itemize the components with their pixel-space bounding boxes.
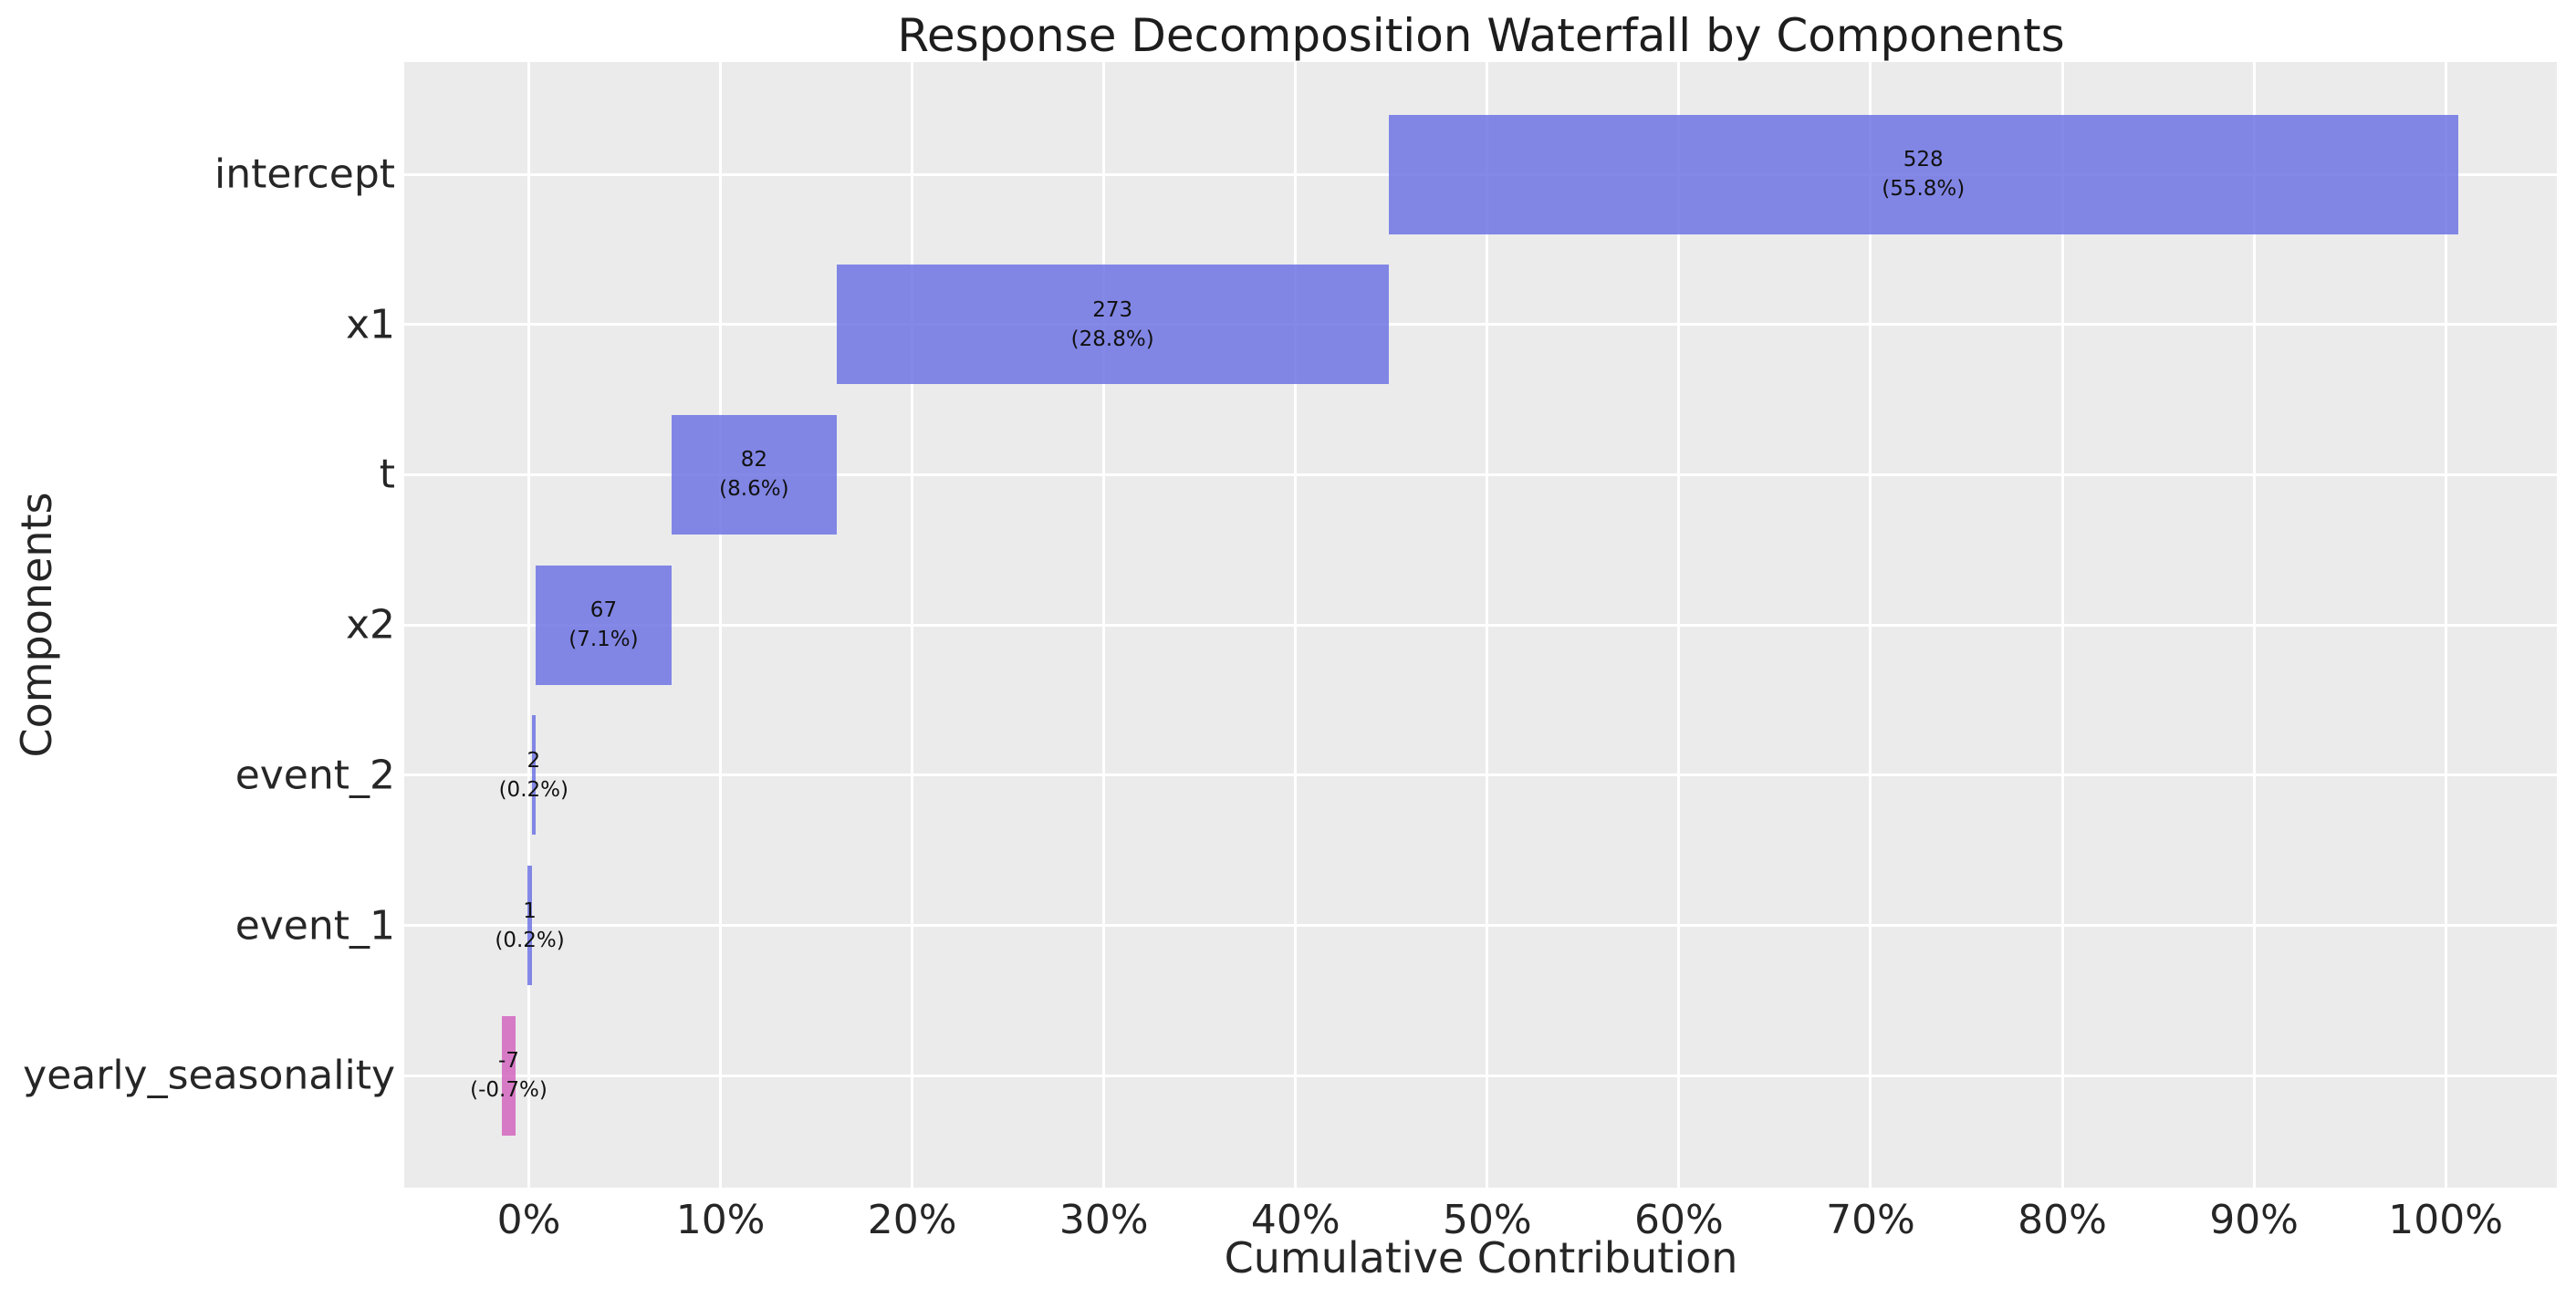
x-tick-label: 60%	[1634, 1197, 1724, 1243]
bar-value-line: 273	[1092, 297, 1133, 322]
waterfall-bar-intercept	[1388, 114, 2458, 234]
bar-percent-line: (0.2%)	[495, 928, 565, 952]
y-gridline	[404, 924, 2557, 927]
bar-value-line: 528	[1903, 148, 1944, 171]
bar-value-label: 67 (7.1%)	[568, 596, 638, 654]
waterfall-bar-x2	[535, 565, 673, 685]
bar-value-line: 82	[740, 448, 767, 472]
x-tick-label: 20%	[867, 1197, 957, 1243]
x-axis-label: Cumulative Contribution	[1224, 1233, 1738, 1282]
bar-percent-line: (-0.7%)	[470, 1078, 548, 1103]
waterfall-bar-event_1	[527, 866, 532, 985]
y-tick-label-event_1: event_1	[235, 902, 395, 949]
y-gridline	[404, 323, 2557, 327]
waterfall-bar-yearly_seasonality	[502, 1015, 516, 1136]
x-tick-label: 30%	[1059, 1197, 1149, 1243]
x-tick-label: 100%	[2388, 1197, 2504, 1243]
bar-value-label: 273 (28.8%)	[1071, 296, 1154, 354]
x-tick-label: 40%	[1250, 1197, 1340, 1243]
y-gridline	[404, 472, 2557, 476]
bar-value-label: 528 (55.8%)	[1882, 145, 1965, 203]
bar-percent-line: (7.1%)	[568, 628, 639, 652]
y-tick-label-t: t	[379, 451, 395, 498]
bar-value-line: 1	[523, 898, 537, 923]
y-gridline	[404, 623, 2557, 627]
bar-value-label: -7 (-0.7%)	[470, 1046, 548, 1105]
x-tick-label: 10%	[675, 1197, 766, 1243]
plot-area: 528 (55.8%) 273 (28.8%) 82 (8.6%) 67 (7.1%) 2 (0.…	[404, 62, 2557, 1188]
bar-percent-line: (55.8%)	[1882, 177, 1966, 201]
waterfall-bar-event_2	[531, 715, 536, 836]
chart-title: Response Decomposition Waterfall by Comp…	[897, 9, 2065, 62]
y-tick-label-yearly_seasonality: yearly_seasonality	[23, 1052, 395, 1099]
y-gridline	[404, 774, 2557, 777]
y-tick-label-event_2: event_2	[235, 752, 395, 799]
bar-value-line: -7	[498, 1049, 519, 1074]
waterfall-bar-t	[672, 414, 837, 535]
bar-value-label: 82 (8.6%)	[719, 445, 788, 504]
bar-percent-line: (8.6%)	[719, 477, 789, 502]
bar-percent-line: (28.8%)	[1070, 327, 1154, 351]
y-gridline	[404, 1074, 2557, 1077]
bar-value-label: 1 (0.2%)	[495, 897, 564, 955]
x-tick-label: 70%	[1826, 1197, 1915, 1243]
x-tick-label: 0%	[496, 1197, 561, 1243]
bar-percent-line: (0.2%)	[498, 777, 568, 802]
bar-value-line: 67	[589, 598, 618, 623]
y-axis-label: Components	[12, 492, 61, 758]
x-tick-label: 90%	[2209, 1197, 2299, 1243]
y-tick-label-x1: x1	[345, 301, 395, 348]
y-tick-label-x2: x2	[345, 601, 395, 649]
bar-value-label: 2 (0.2%)	[499, 746, 568, 805]
y-tick-label-intercept: intercept	[214, 151, 395, 198]
x-tick-label: 50%	[1442, 1197, 1532, 1243]
bar-value-line: 2	[527, 748, 541, 773]
x-tick-label: 80%	[2018, 1197, 2107, 1243]
waterfall-bar-x1	[836, 265, 1389, 385]
